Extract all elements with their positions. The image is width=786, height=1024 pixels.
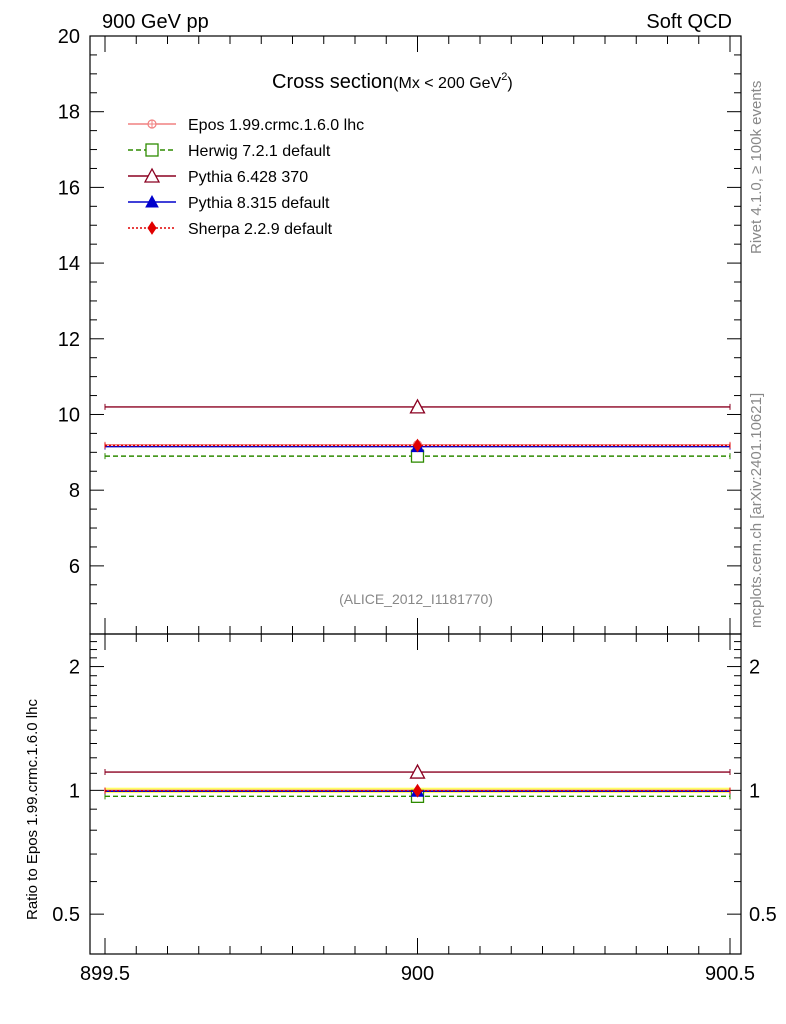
ratio-marker-pythia6 — [409, 763, 426, 779]
chart-title-sup: 2 — [501, 71, 507, 83]
ratio-y-tick-label-left: 2 — [69, 657, 80, 679]
header-right-label: Soft QCD — [646, 11, 732, 33]
legend-marker-sherpa — [147, 221, 157, 235]
ratio-plot-frame — [89, 633, 742, 955]
x-ticks: 899.5 900 900.5 — [80, 36, 755, 985]
legend-label-pythia6: Pythia 6.428 370 — [188, 169, 308, 186]
ratio-y-ticks: 0.5 0.5 1 1 2 2 — [52, 641, 777, 926]
main-y-tick-label: 16 — [58, 177, 80, 199]
main-y-tick-label: 6 — [69, 556, 80, 578]
chart-title-close: ) — [507, 75, 512, 92]
header-left-label: 900 GeV pp — [102, 11, 209, 33]
main-series-group — [104, 398, 731, 463]
rivet-version-label: Rivet 4.1.0, ≥ 100k events — [748, 81, 765, 254]
legend-label-epos: Epos 1.99.crmc.1.6.0 lhc — [188, 117, 364, 134]
x-tick-label: 900 — [401, 963, 434, 985]
x-tick-label: 899.5 — [80, 963, 130, 985]
ratio-y-tick-label-left: 0.5 — [52, 904, 80, 926]
legend-label-pythia8: Pythia 8.315 default — [188, 195, 330, 212]
legend-label-sherpa: Sherpa 2.2.9 default — [188, 221, 333, 238]
main-y-tick-label: 14 — [58, 253, 80, 275]
chart-title-main: Cross section — [272, 71, 393, 93]
legend-marker-herwig — [145, 143, 159, 157]
main-marker-pythia6 — [409, 398, 426, 414]
legend-marker-pythia6 — [143, 167, 161, 183]
legend: Epos 1.99.crmc.1.6.0 lhc Herwig 7.2.1 def… — [128, 117, 364, 238]
main-y-tick-label: 20 — [58, 26, 80, 48]
main-y-ticks: 6 8 10 12 14 16 18 20 — [58, 26, 741, 605]
legend-marker-pythia8 — [145, 194, 159, 208]
ratio-y-tick-label-left: 1 — [69, 780, 80, 802]
legend-label-herwig: Herwig 7.2.1 default — [188, 143, 331, 160]
ratio-y-tick-label-right: 2 — [749, 657, 760, 679]
analysis-watermark: (ALICE_2012_I1181770) — [339, 591, 493, 607]
ratio-y-axis-label: Ratio to Epos 1.99.crmc.1.6.0 lhc — [24, 699, 41, 920]
chart-title-suffix: (Mx < 200 GeV — [393, 75, 501, 92]
chart-title: Cross section(Mx < 200 GeV2) — [272, 71, 513, 93]
mcplots-label: mcplots.cern.ch [arXiv:2401.10621] — [748, 393, 765, 628]
ratio-series-group — [104, 763, 731, 803]
ratio-y-tick-label-right: 0.5 — [749, 904, 777, 926]
ratio-y-tick-label-right: 1 — [749, 780, 760, 802]
ratio-marker-sherpa — [412, 783, 423, 798]
main-marker-sherpa — [412, 438, 423, 453]
main-y-tick-label: 8 — [69, 480, 80, 502]
main-y-tick-label: 18 — [58, 102, 80, 124]
main-y-tick-label: 12 — [58, 329, 80, 351]
main-y-tick-label: 10 — [58, 404, 80, 426]
x-tick-label: 900.5 — [705, 963, 755, 985]
